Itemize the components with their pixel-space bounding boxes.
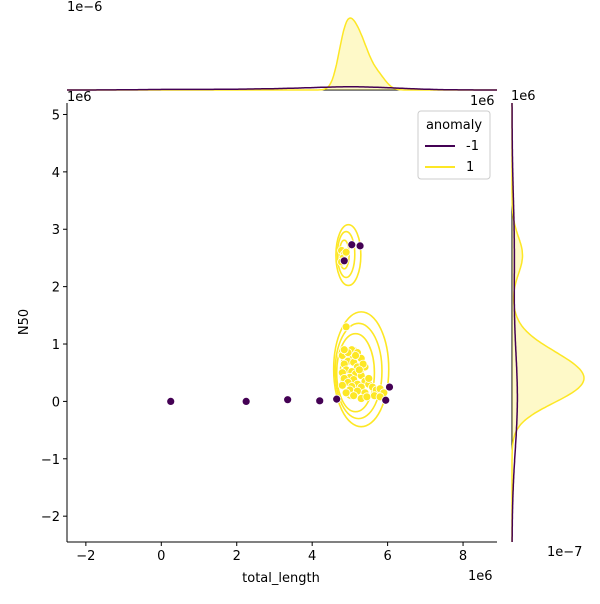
right-marginal-offset-label: 1e−7: [547, 545, 582, 560]
kde-contour: [332, 311, 390, 428]
top-marginal-kde-series-neg1: [67, 86, 497, 91]
data-point: [341, 388, 351, 398]
kde-contour: [334, 322, 383, 420]
y-tick-label: 3: [52, 223, 60, 238]
kde-contour: [336, 230, 356, 279]
x-tick-label: −2: [76, 549, 95, 564]
data-point: [339, 345, 349, 355]
data-point: [349, 391, 359, 401]
y-ticks: −2 −1 0 1 2 3 4 5: [41, 108, 67, 525]
data-point: [315, 396, 325, 406]
y-tick-label: 4: [52, 166, 60, 181]
kde-contours: [332, 223, 390, 428]
data-point: [166, 397, 176, 406]
legend-label-1: 1: [466, 160, 474, 175]
data-point: [332, 394, 342, 404]
y-axis-label: N50: [17, 309, 32, 335]
x-tick-label: 8: [459, 549, 467, 564]
data-point: [337, 380, 347, 390]
data-point: [381, 395, 391, 405]
data-point: [341, 322, 351, 332]
data-point: [283, 395, 293, 405]
y-tick-label: 2: [52, 281, 60, 296]
data-point: [362, 392, 372, 402]
kde-contour: [335, 332, 376, 413]
data-point: [241, 397, 251, 406]
y-offset-label: 1e6: [67, 90, 92, 105]
y-tick-label: 5: [52, 108, 60, 123]
x-tick-label: 0: [157, 549, 165, 564]
data-point: [355, 241, 365, 251]
data-point: [351, 351, 360, 360]
data-point: [341, 247, 351, 257]
data-point: [339, 256, 349, 266]
top-marginal-kde-series-1: [67, 17, 497, 91]
x-offset-label-top: 1e6: [470, 94, 495, 109]
scatter-points: [166, 240, 394, 406]
y-tick-label: 1: [52, 338, 60, 353]
kde-contour: [335, 223, 362, 287]
x-offset-label: 1e6: [468, 569, 493, 584]
legend: anomaly -1 1: [417, 110, 491, 180]
data-point: [364, 374, 374, 383]
right-marginal-kde-series-neg1: [511, 103, 519, 542]
y-tick-label: −2: [41, 510, 60, 525]
data-point: [347, 240, 357, 250]
right-marginal-kde-fill: [512, 103, 584, 542]
right-marginal-kde-series-1: [511, 103, 585, 542]
y-tick-label: 0: [52, 395, 60, 410]
x-tick-label: 2: [233, 549, 241, 564]
x-tick-label: 6: [383, 549, 391, 564]
y-tick-label: −1: [41, 453, 60, 468]
x-tick-label: 4: [308, 549, 316, 564]
data-point: [354, 365, 364, 375]
top-marginal: 1e−6: [67, 0, 497, 91]
y-offset-label-right: 1e6: [511, 89, 536, 104]
data-point: [385, 382, 394, 392]
legend-label-neg1: -1: [466, 139, 479, 154]
right-marginal: 1e−7: [511, 103, 585, 560]
x-axis-label: total_length: [242, 571, 320, 586]
top-marginal-kde-fill: [67, 18, 497, 90]
x-ticks: −2 0 2 4 6 8: [76, 542, 467, 564]
top-marginal-offset-label: 1e−6: [67, 0, 102, 15]
legend-title: anomaly: [426, 118, 482, 133]
